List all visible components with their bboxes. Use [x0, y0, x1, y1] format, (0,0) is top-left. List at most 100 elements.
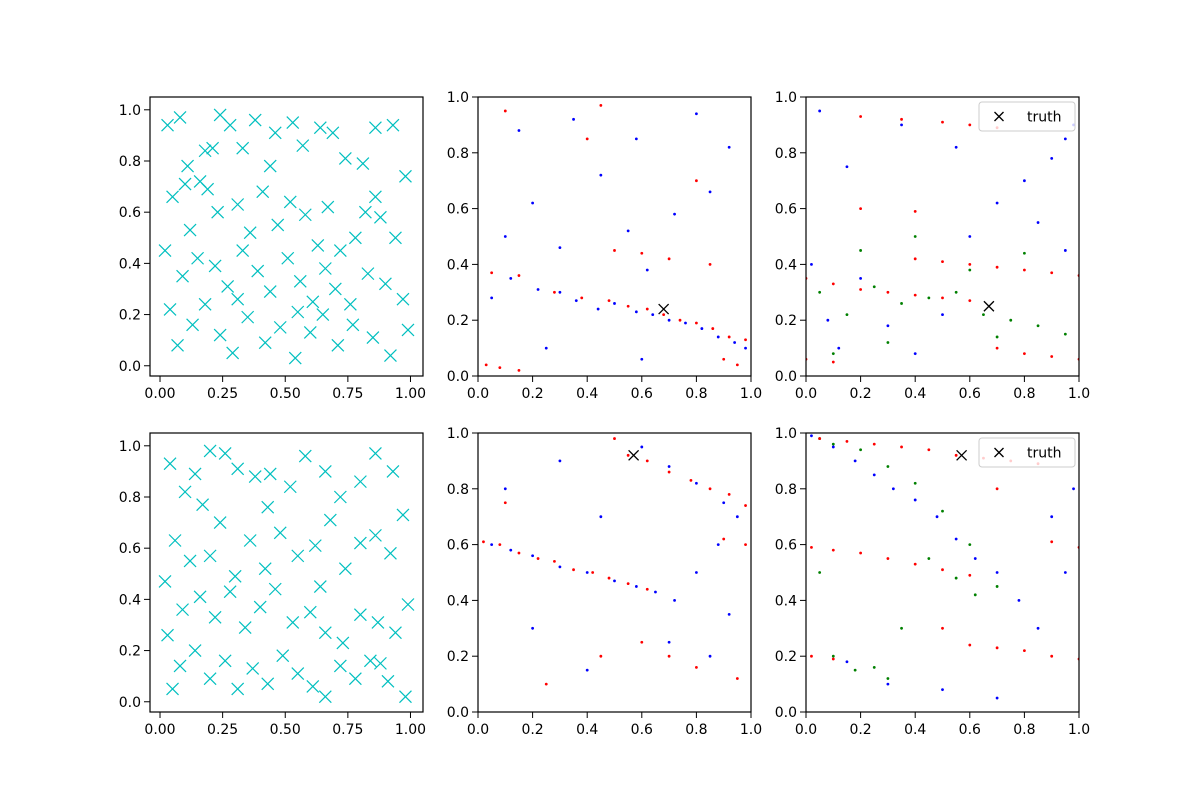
data-point [498, 366, 502, 370]
data-point [186, 318, 200, 332]
data-point [484, 363, 488, 367]
data-point [886, 341, 890, 344]
data-point [1036, 626, 1040, 630]
data-point [273, 526, 287, 540]
subplot-bottom-left: 0.00 0.25 0.50 0.75 1.00 0.0 0.2 0.4 0.6 0.8 1.0 [119, 432, 426, 738]
data-point [246, 662, 260, 675]
series-red [484, 103, 747, 372]
data-point [333, 244, 347, 258]
data-point [935, 515, 939, 519]
data-point [283, 195, 297, 209]
legend: truth [978, 437, 1076, 468]
legend-label: truth [1027, 110, 1061, 126]
truth-marker [983, 300, 995, 312]
data-point [168, 534, 182, 547]
data-point [311, 239, 325, 252]
data-point [208, 259, 222, 273]
data-point [346, 318, 360, 332]
data-point [640, 251, 644, 255]
data-point [831, 442, 835, 446]
data-point [599, 515, 603, 519]
truth-marker [628, 449, 640, 461]
data-point [261, 677, 275, 691]
data-point [158, 575, 172, 588]
data-point [188, 644, 202, 657]
data-point [231, 198, 245, 211]
data-point [613, 302, 616, 305]
series-blue [810, 109, 1075, 356]
data-point [268, 582, 282, 596]
plot-area-bottom-middle [482, 437, 747, 686]
data-point [263, 285, 277, 298]
y-tick-label: 0.2 [119, 644, 141, 660]
data-point [591, 571, 595, 574]
data-point [353, 536, 367, 550]
data-point [193, 175, 207, 188]
x-tick-label: 0.4 [576, 386, 598, 402]
data-point [338, 562, 352, 576]
data-point [368, 447, 382, 460]
x-tick-label: 0.50 [270, 722, 301, 738]
data-point [1009, 318, 1013, 322]
subplot-top-middle: 0.0 0.2 0.4 0.6 0.8 1.0 0.0 0.2 0.4 0.6 0.8 1.0 [447, 90, 762, 402]
data-point [291, 305, 305, 319]
data-point [176, 603, 189, 617]
data-point [1050, 271, 1054, 275]
data-point [810, 545, 813, 549]
x-tick-label: 0.2 [849, 386, 871, 402]
data-point [886, 677, 890, 680]
data-point [1063, 332, 1067, 336]
y-tick-label: 0.6 [447, 538, 469, 554]
y-tick-label: 0.2 [447, 649, 469, 665]
data-point [599, 654, 603, 658]
data-point [348, 672, 362, 686]
data-point [223, 118, 237, 132]
data-point [323, 513, 337, 527]
data-point [626, 304, 630, 308]
data-point [886, 465, 890, 468]
data-point [700, 327, 704, 330]
y-tick-label: 1.0 [119, 103, 141, 119]
data-point [281, 251, 295, 265]
x-tick-label: 0.2 [521, 722, 543, 738]
data-point [228, 569, 242, 583]
data-point [326, 126, 340, 140]
x-tick-label: 0.8 [1013, 386, 1035, 402]
data-point [482, 540, 485, 544]
x-tick-label: 0.2 [849, 722, 871, 738]
data-point [900, 123, 903, 127]
legend-label: truth [1027, 446, 1061, 462]
data-point [968, 543, 972, 546]
data-point [900, 626, 903, 630]
data-point [968, 299, 972, 303]
data-point [509, 548, 513, 552]
data-point [553, 290, 556, 294]
x-tick-label: 0.6 [959, 722, 981, 738]
subplot-top-left: 0.00 0.25 0.50 0.75 1.00 0.0 0.2 0.4 0.6 0.8 1.0 [119, 96, 426, 402]
data-point [744, 338, 747, 342]
x-tick-label: 1.0 [740, 722, 762, 738]
data-point [995, 696, 999, 700]
y-tick-label: 0.6 [447, 202, 469, 218]
data-point [886, 682, 890, 686]
data-point [298, 208, 312, 222]
y-tick-label: 0.2 [775, 313, 797, 329]
data-point [396, 292, 410, 306]
data-point [544, 346, 548, 350]
legend-marker [994, 447, 1004, 458]
x-tick-label: 0.8 [685, 722, 707, 738]
data-point [276, 649, 290, 663]
data-point [995, 346, 999, 350]
y-tick-label: 0.6 [775, 538, 797, 554]
data-point [318, 626, 332, 640]
data-point [818, 437, 822, 440]
data-point [941, 509, 944, 513]
data-point [995, 487, 999, 491]
data-point [348, 231, 362, 245]
data-point [818, 290, 822, 294]
data-point [645, 587, 649, 591]
data-point [954, 145, 958, 149]
data-point [256, 185, 270, 199]
data-point [381, 674, 395, 688]
